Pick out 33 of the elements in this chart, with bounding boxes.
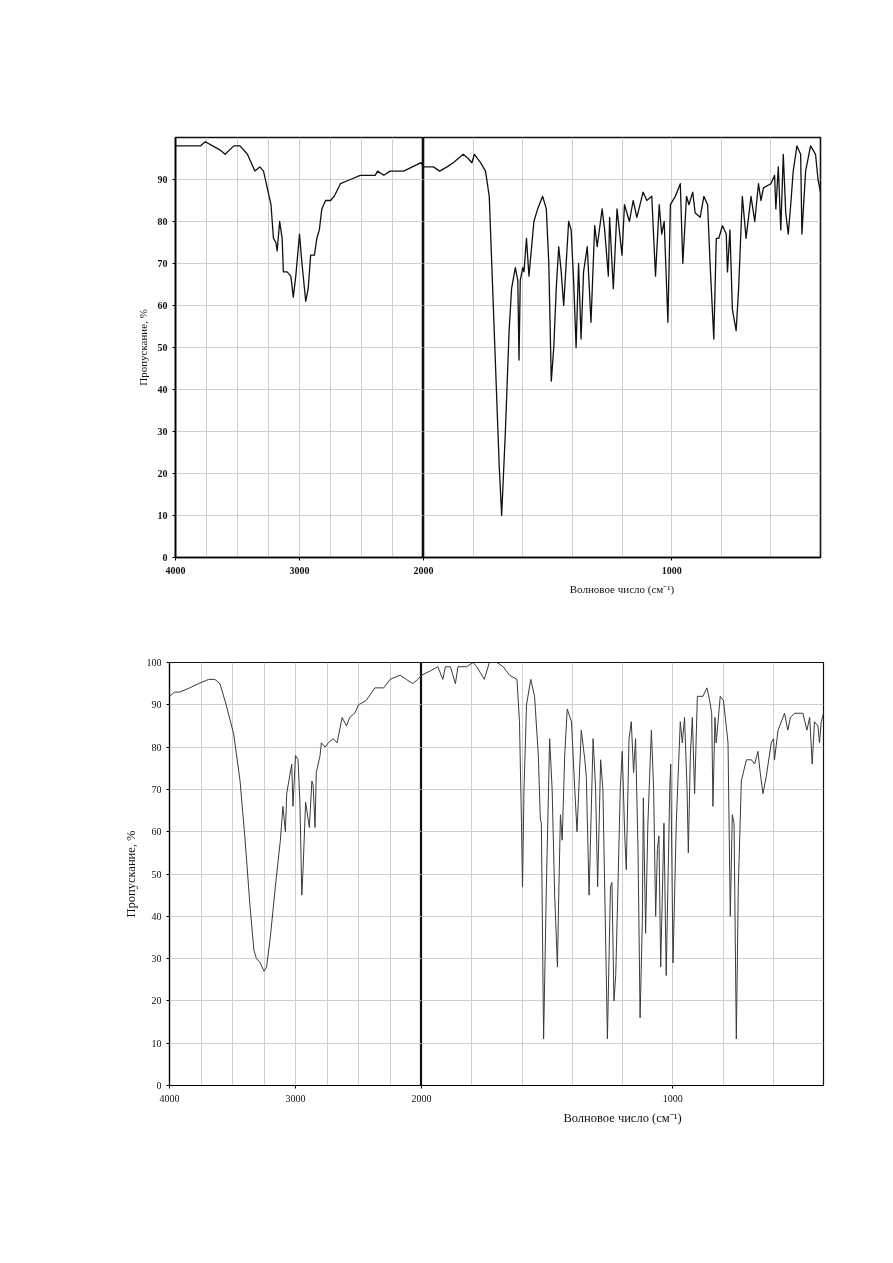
y-tick-label: 20	[157, 468, 168, 479]
y-tick-label: 70	[151, 783, 162, 795]
y-tick-label: 0	[156, 1080, 162, 1091]
x-tick-label: 2000	[411, 1092, 432, 1104]
y-tick-label: 90	[157, 174, 168, 185]
y-tick-label: 10	[157, 510, 168, 521]
y-tick-label: 60	[151, 826, 162, 838]
y-tick-label: 10	[151, 1037, 162, 1049]
y-tick-label: 70	[157, 258, 168, 269]
x-tick-label: 3000	[285, 1092, 306, 1104]
y-tick-label: 40	[157, 384, 168, 395]
y-tick-label: 80	[151, 741, 162, 753]
x-tick-label: 4000	[165, 564, 186, 576]
y-tick-label: 60	[157, 300, 168, 311]
y-tick-label: 50	[151, 868, 162, 880]
y-tick-label: 0	[162, 552, 168, 563]
y-tick-label: 100	[146, 657, 162, 668]
y-tick-label: 90	[151, 699, 162, 711]
y-axis-title: Пропускание, %	[136, 309, 149, 386]
x-tick-label: 1000	[661, 564, 682, 576]
x-axis-title: Волновое число (см⁻¹)	[569, 582, 675, 596]
y-axis-title: Пропускание, %	[123, 830, 138, 918]
y-tick-label: 80	[157, 216, 168, 227]
x-tick-label: 4000	[159, 1092, 180, 1104]
x-tick-label: 2000	[413, 564, 434, 576]
x-tick-label: 3000	[289, 564, 310, 576]
y-tick-label: 20	[151, 995, 162, 1007]
y-tick-label: 30	[157, 426, 168, 437]
y-tick-label: 30	[151, 953, 162, 965]
y-tick-label: 50	[157, 342, 168, 353]
x-tick-label: 1000	[662, 1092, 683, 1104]
x-axis-title: Волновое число (см⁻¹)	[563, 1110, 682, 1125]
y-tick-label: 40	[151, 910, 162, 922]
